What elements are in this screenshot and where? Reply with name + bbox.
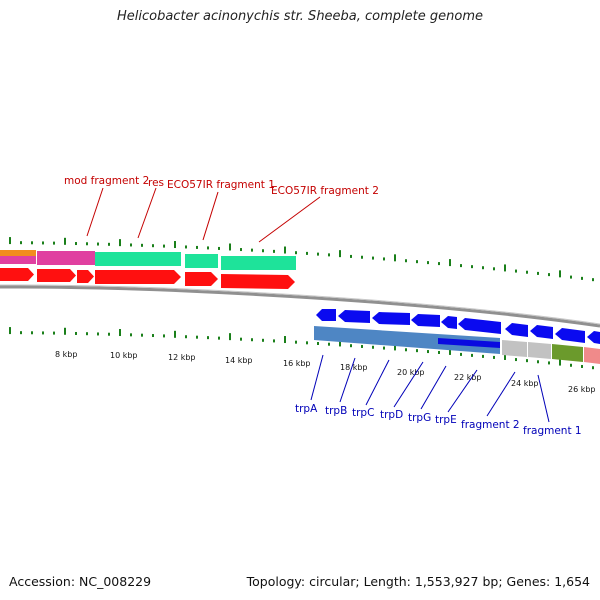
feature-label-trpb: trpB <box>325 405 347 417</box>
gene-arrow <box>316 309 336 321</box>
feature-label-fragment-2: fragment 2 <box>461 419 520 431</box>
gene-arrow <box>77 270 94 283</box>
feature-label-trpc: trpC <box>352 407 374 419</box>
scale-label: 16 kbp <box>283 359 311 368</box>
gene-arrow <box>0 268 34 281</box>
label-leader-line <box>486 371 516 417</box>
scale-label: 18 kbp <box>340 363 368 372</box>
scale-label: 14 kbp <box>225 356 253 365</box>
scale-labels: 8 kbp 10 kbp 12 kbp 14 kbp 16 kbp 18 kbp… <box>55 350 596 394</box>
lower-feature-labels: trpA trpB trpC trpD trpG trpE fragment 2… <box>295 354 582 437</box>
lower-feature-band <box>314 326 600 364</box>
feature-label-fragment-1: fragment 1 <box>523 425 582 437</box>
gene-arrow <box>338 310 370 323</box>
feature-segment <box>221 256 296 270</box>
gene-arrow <box>587 331 600 344</box>
label-leader-line <box>86 187 104 237</box>
feature-segment <box>552 344 583 362</box>
label-leader-line <box>310 354 324 401</box>
feature-segment <box>502 340 527 357</box>
scale-label: 20 kbp <box>397 368 425 377</box>
gene-arrow <box>458 318 501 334</box>
feature-segment <box>0 250 36 256</box>
feature-label-eco57ir-fragment-2: ECO57IR fragment 2 <box>271 185 379 197</box>
label-leader-line <box>339 357 356 403</box>
gene-arrow <box>555 328 585 343</box>
feature-segment <box>0 256 36 264</box>
scale-label: 10 kbp <box>110 351 138 360</box>
upper-gene-arrows <box>0 268 295 289</box>
scale-label: 22 kbp <box>454 373 482 382</box>
accession-text: Accession: NC_008229 <box>9 574 152 589</box>
feature-label-mod-fragment-2: mod fragment 2 <box>64 175 149 187</box>
gene-arrow <box>185 272 218 286</box>
scale-label: 24 kbp <box>511 379 539 388</box>
label-leader-line <box>365 359 390 406</box>
gene-arrow <box>441 316 457 329</box>
feature-segment <box>438 338 500 348</box>
feature-label-trpd: trpD <box>380 409 403 421</box>
lower-tick-marks <box>9 327 594 370</box>
lower-gene-arrows <box>316 309 600 344</box>
genome-title: Helicobacter acinonychis str. Sheeba, co… <box>116 9 483 24</box>
label-leader-line <box>393 361 424 408</box>
label-leader-line <box>202 191 219 241</box>
feature-label-res: res <box>148 177 164 189</box>
label-leader-line <box>420 365 447 410</box>
label-leader-line <box>258 196 321 243</box>
scale-label: 26 kbp <box>568 385 596 394</box>
feature-segment <box>95 252 181 266</box>
feature-label-trpe: trpE <box>435 414 457 426</box>
feature-segment <box>314 326 500 354</box>
label-leader-line <box>537 374 550 423</box>
feature-label-trpg: trpG <box>408 412 431 424</box>
feature-segment <box>528 342 551 359</box>
feature-label-eco57ir-fragment-1: ECO57IR fragment 1 <box>167 179 275 191</box>
gene-arrow <box>95 270 181 284</box>
feature-label-trpa: trpA <box>295 403 318 415</box>
gene-arrow <box>221 274 295 289</box>
upper-feature-band <box>0 250 296 270</box>
feature-segment <box>584 347 600 364</box>
scale-label: 8 kbp <box>55 350 77 359</box>
scale-label: 12 kbp <box>168 353 196 362</box>
gene-arrow <box>37 269 76 282</box>
gene-arrow <box>372 312 410 325</box>
feature-segment <box>185 254 218 268</box>
feature-segment <box>37 251 95 265</box>
genome-backbone <box>0 285 600 328</box>
label-leader-line <box>447 369 478 413</box>
gene-arrow <box>505 323 528 337</box>
upper-tick-marks <box>9 237 594 282</box>
upper-feature-labels: mod fragment 2 res ECO57IR fragment 1 EC… <box>64 175 379 243</box>
gene-arrow <box>411 314 440 327</box>
label-leader-line <box>137 187 157 239</box>
gene-arrow <box>530 325 553 339</box>
genome-summary-text: Topology: circular; Length: 1,553,927 bp… <box>246 574 590 589</box>
